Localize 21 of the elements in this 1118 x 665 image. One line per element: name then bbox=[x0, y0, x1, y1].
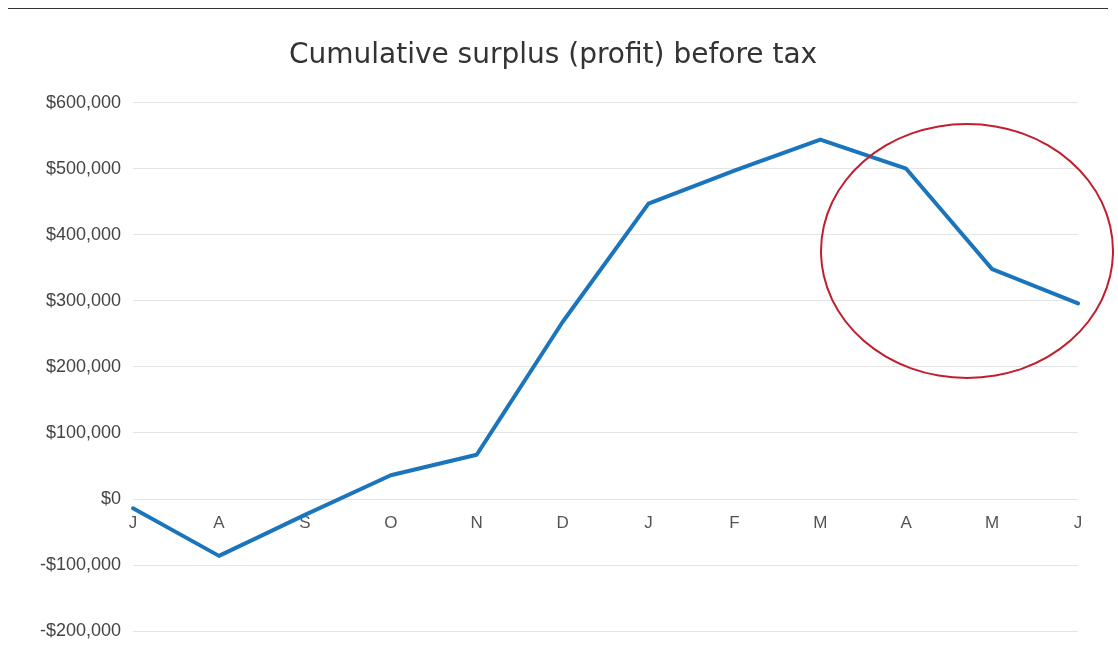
y-tick-label: $200,000 bbox=[45, 355, 122, 376]
x-tick-label: M bbox=[813, 512, 828, 532]
x-tick-label: F bbox=[729, 512, 740, 532]
x-tick-label: O bbox=[384, 512, 398, 532]
y-tick-label: -$100,000 bbox=[39, 554, 122, 575]
y-tick-label: $400,000 bbox=[45, 223, 122, 244]
x-tick-label: D bbox=[556, 512, 569, 532]
y-tick-label: $300,000 bbox=[45, 289, 122, 310]
x-tick-label: J bbox=[128, 512, 138, 532]
y-tick-label: -$200,000 bbox=[39, 620, 122, 641]
x-tick-label: N bbox=[470, 512, 483, 532]
y-tick-label: $100,000 bbox=[45, 421, 122, 442]
y-tick-label: $600,000 bbox=[45, 91, 122, 112]
y-tick-label: $500,000 bbox=[45, 157, 122, 178]
x-tick-label: M bbox=[985, 512, 1000, 532]
chart-title: Cumulative surplus (profit) before tax bbox=[288, 37, 818, 71]
x-tick-label: A bbox=[900, 512, 913, 532]
y-tick-label: $0 bbox=[101, 488, 122, 509]
x-tick-label: J bbox=[1073, 512, 1083, 532]
x-tick-label: A bbox=[213, 512, 226, 532]
x-tick-label: J bbox=[644, 512, 653, 532]
